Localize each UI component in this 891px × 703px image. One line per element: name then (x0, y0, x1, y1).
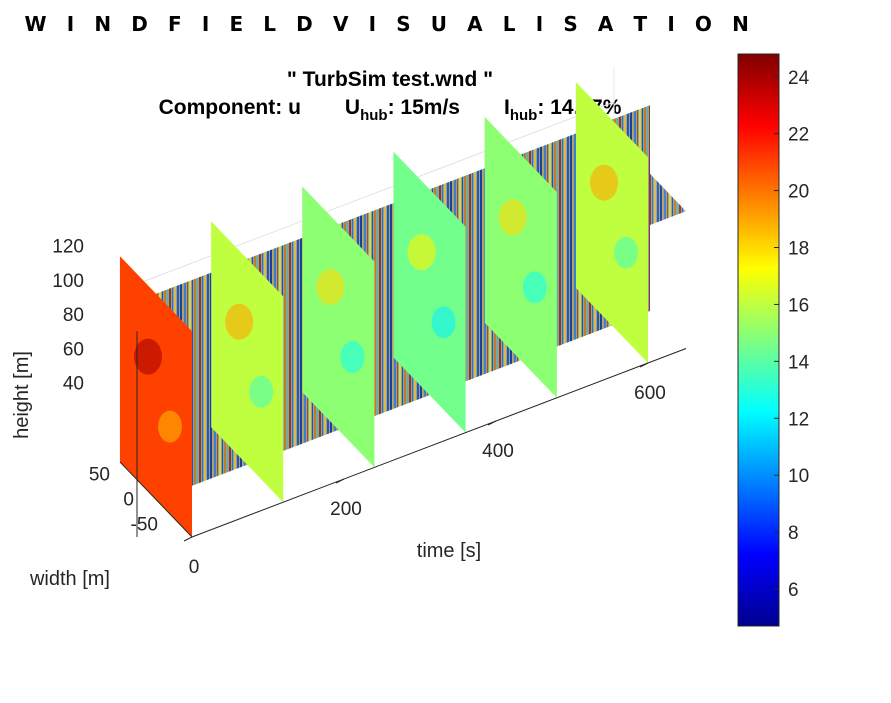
slice-blob (134, 338, 162, 375)
uhub-value: : 15m/s (387, 96, 460, 119)
colorbar-tick-label: 20 (788, 182, 809, 203)
file-subtitle: " TurbSim test.wnd " (286, 68, 494, 91)
slice-blob (614, 236, 638, 269)
time-slice (484, 117, 557, 398)
ihub-symbol: I (503, 96, 510, 119)
z-tick-label: 40 (63, 374, 84, 395)
colorbar-tick-label: 16 (788, 295, 809, 316)
time-slice (211, 221, 284, 503)
x-tick-label: 400 (482, 441, 514, 462)
time-slice (302, 186, 375, 468)
colorbar-tick-label: 8 (788, 523, 799, 544)
ihub-subscript: hub (509, 107, 538, 124)
x-tick-mark (183, 536, 193, 542)
chart-title: W I N D F I E L D V I S U A L I S A T I … (24, 12, 756, 36)
x-axis-line (191, 348, 687, 538)
colorbar-tick-label: 14 (788, 352, 810, 373)
uhub-symbol: U (344, 96, 361, 119)
z-tick-label: 120 (52, 237, 84, 258)
slice-blob (590, 164, 618, 201)
y-tick-label: -50 (131, 515, 158, 536)
y-tick-label: 0 (123, 490, 134, 511)
colorbar-tick-label: 12 (788, 409, 809, 430)
axes (119, 331, 687, 538)
slice-blob (522, 271, 547, 304)
uhub-subscript: hub (360, 107, 388, 124)
colorbar: 6 8 10 12 14 16 18 20 22 24 (737, 53, 810, 627)
tick-labels: 0 200 400 600 50 0 -50 120 100 80 60 40 (52, 237, 666, 579)
time-slice (393, 151, 466, 433)
z-tick-label: 100 (52, 271, 84, 292)
y-axis-label: width [m] (29, 568, 110, 590)
colorbar-tick-label: 22 (788, 125, 809, 146)
slice-blob (407, 234, 436, 271)
x-tick-mark (639, 362, 649, 368)
time-slice (576, 82, 648, 363)
x-tick-mark (335, 478, 345, 484)
colorbar-gradient (737, 53, 780, 627)
y-axis-line (119, 461, 193, 538)
z-tick-label: 80 (63, 305, 84, 326)
z-axis-label: height [m] (11, 351, 33, 439)
slice-blob (431, 306, 456, 339)
colorbar-tick-label: 6 (788, 580, 799, 601)
x-tick-mark (487, 420, 497, 426)
colorbar-tick-label: 18 (788, 239, 809, 260)
x-tick-label: 200 (330, 499, 362, 520)
slice-blob (249, 375, 274, 408)
slice-blob (158, 410, 182, 443)
slice-blob (225, 303, 254, 340)
colorbar-tick-label: 24 (788, 68, 810, 89)
component-label: Component: u (158, 96, 301, 119)
y-tick-label: 50 (89, 465, 110, 486)
x-tick-label: 600 (634, 383, 666, 404)
x-tick-label: 0 (189, 557, 200, 578)
time-slice (120, 256, 192, 537)
slice-blob (340, 341, 365, 373)
colorbar-tick-label: 10 (788, 466, 809, 487)
grid-line (119, 101, 615, 291)
slice-blob (316, 269, 345, 305)
slice-blob (498, 199, 527, 236)
z-tick-label: 60 (63, 339, 84, 360)
x-axis-label: time [s] (417, 540, 481, 562)
